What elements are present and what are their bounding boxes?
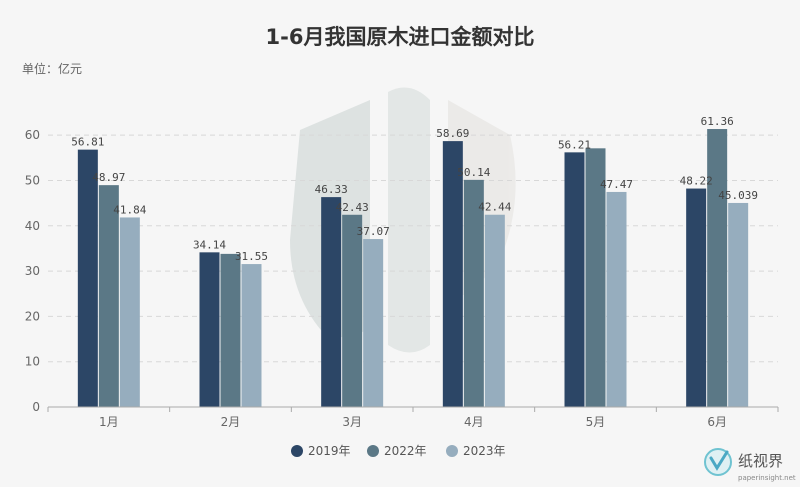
y-tick-label: 40 [25, 219, 40, 233]
data-label: 34.14 [193, 238, 226, 251]
data-label: 58.69 [436, 127, 469, 140]
gridlines [48, 134, 778, 363]
y-tick-label: 30 [25, 264, 40, 278]
bars [77, 129, 749, 407]
bar [585, 148, 606, 407]
data-label: 50.14 [457, 166, 490, 179]
y-unit-label: 单位：亿元 [22, 61, 82, 76]
data-label: 48.97 [92, 171, 125, 184]
legend-label[interactable]: 2019年 [308, 444, 351, 458]
x-tick-label: 5月 [586, 415, 606, 429]
bar [321, 197, 342, 407]
brand-name: 纸视界 [738, 452, 783, 470]
bar [199, 252, 220, 407]
data-label: 37.07 [357, 225, 390, 238]
bar [363, 239, 384, 407]
legend-label[interactable]: 2023年 [463, 444, 506, 458]
data-label: 47.47 [600, 178, 633, 191]
bar [241, 264, 262, 407]
data-label: 42.43 [336, 201, 369, 214]
data-label: 56.81 [71, 136, 104, 149]
data-label: 42.44 [478, 201, 511, 214]
data-label: 45.039 [718, 189, 758, 202]
bar [77, 149, 98, 407]
y-tick-label: 10 [25, 355, 40, 369]
brand-logo: 纸视界 paperinsight.net [704, 448, 796, 482]
bar [220, 253, 241, 407]
bar [686, 188, 707, 407]
data-labels: 56.81 48.97 41.84 34.14 31.55 46.33 42.43 37.07… [71, 115, 758, 263]
bar [606, 191, 627, 407]
data-label: 56.21 [558, 138, 591, 151]
chart-title: 1-6月我国原木进口金额对比 [266, 25, 535, 49]
y-tick-label: 0 [32, 400, 40, 414]
legend: 2019年 2022年 2023年 [291, 444, 506, 458]
data-label: 41.84 [113, 203, 146, 216]
bar [463, 179, 484, 407]
bar [484, 214, 505, 407]
paperinsight-logo-icon [704, 448, 732, 476]
legend-marker[interactable] [367, 445, 379, 457]
x-tick-label: 2月 [221, 415, 241, 429]
x-axis-ticks: 1月 2月 3月 4月 5月 6月 [47, 407, 779, 429]
y-tick-label: 20 [25, 309, 40, 323]
legend-marker[interactable] [291, 445, 303, 457]
bar [98, 185, 119, 407]
bar [728, 202, 749, 407]
data-label: 61.36 [701, 115, 734, 128]
legend-label[interactable]: 2022年 [384, 444, 427, 458]
y-tick-label: 50 [25, 173, 40, 187]
bar [119, 217, 140, 407]
bar [342, 214, 363, 407]
data-label: 31.55 [235, 250, 268, 263]
y-axis-ticks: 0 10 20 30 40 50 60 [25, 128, 40, 414]
x-tick-label: 6月 [707, 415, 727, 429]
x-tick-label: 1月 [99, 415, 119, 429]
data-label: 48.22 [680, 175, 713, 188]
data-label: 46.33 [315, 183, 348, 196]
bar [564, 152, 585, 407]
y-tick-label: 60 [25, 128, 40, 142]
legend-marker[interactable] [446, 445, 458, 457]
brand-url: paperinsight.net [738, 474, 796, 482]
x-tick-label: 4月 [464, 415, 484, 429]
x-tick-label: 3月 [342, 415, 362, 429]
bar [707, 129, 728, 407]
bar [442, 141, 463, 407]
